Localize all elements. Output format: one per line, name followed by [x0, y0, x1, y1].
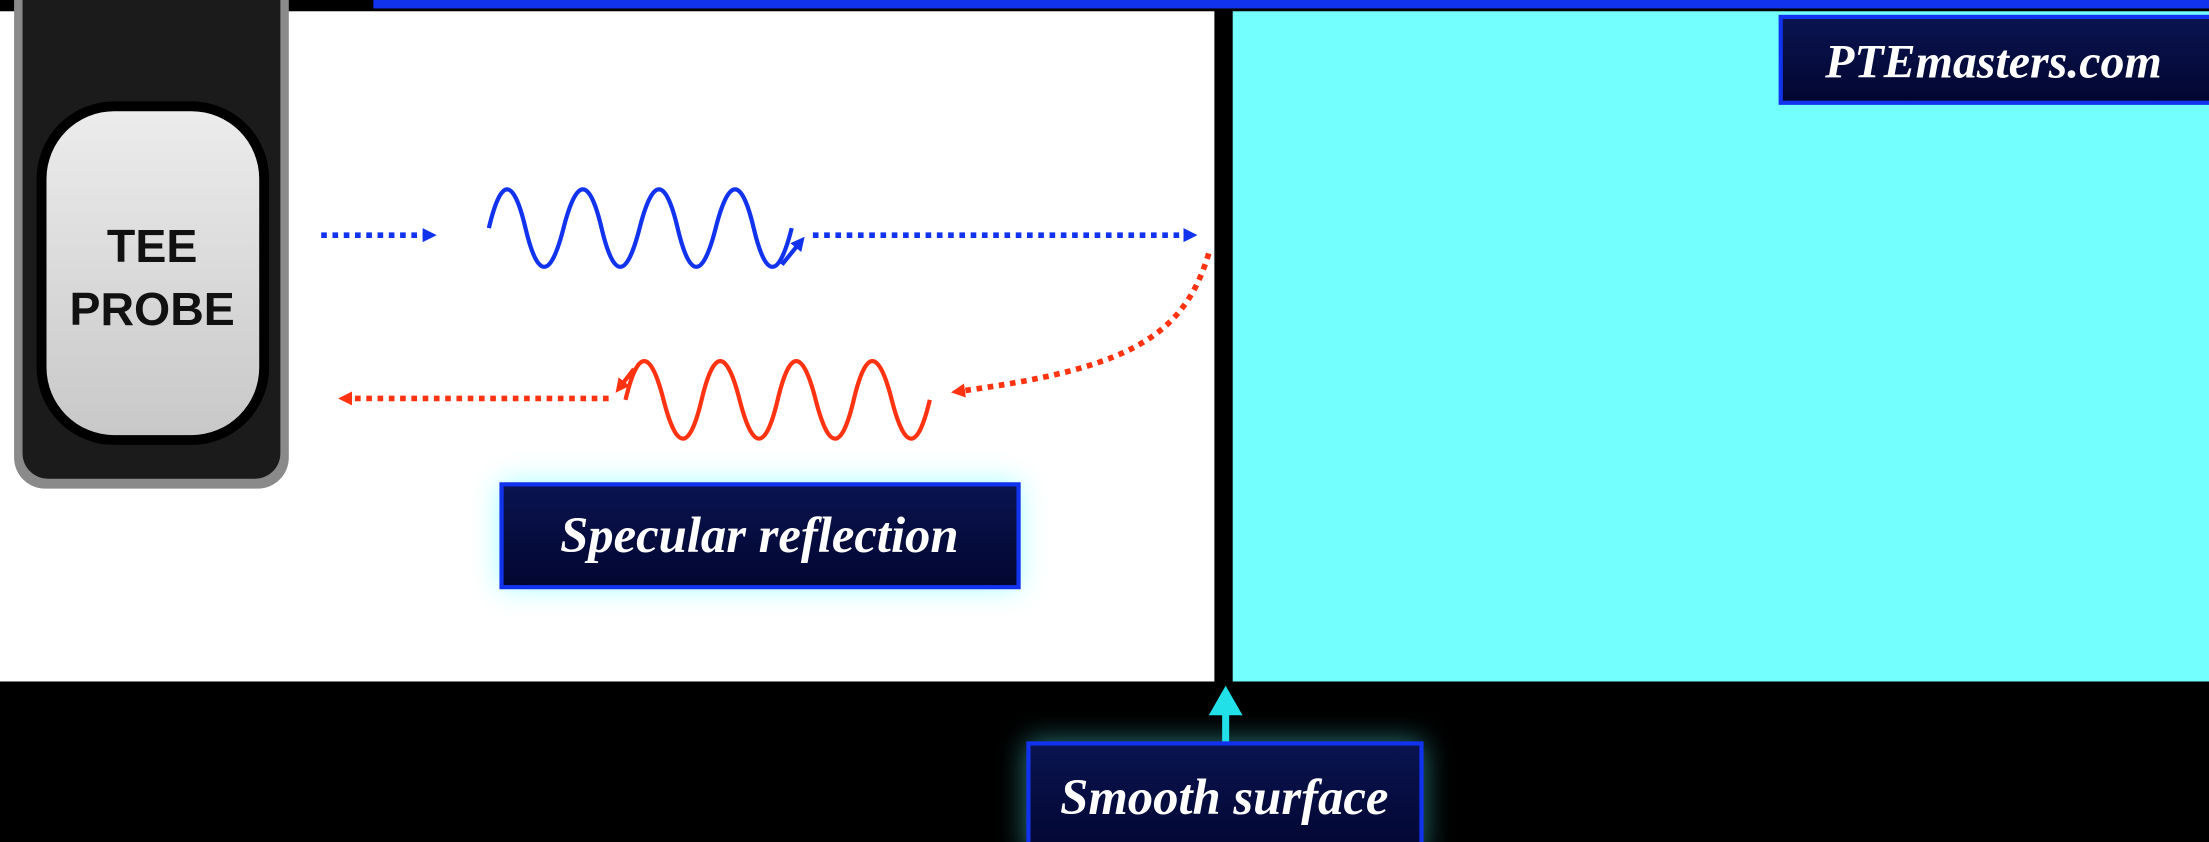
probe-label: PROBE — [70, 283, 235, 335]
surface-label: Smooth surface — [1060, 769, 1388, 825]
watermark: PTEmasters.com — [1824, 35, 2162, 88]
caption: Specular reflection — [560, 507, 959, 563]
probe-window — [46, 111, 259, 435]
tissue-right — [1233, 11, 2209, 681]
diagram: TEE PROBE Specular reflection Smooth sur… — [0, 0, 2209, 842]
top-bar — [373, 0, 2209, 8]
probe-label: TEE — [107, 220, 197, 272]
